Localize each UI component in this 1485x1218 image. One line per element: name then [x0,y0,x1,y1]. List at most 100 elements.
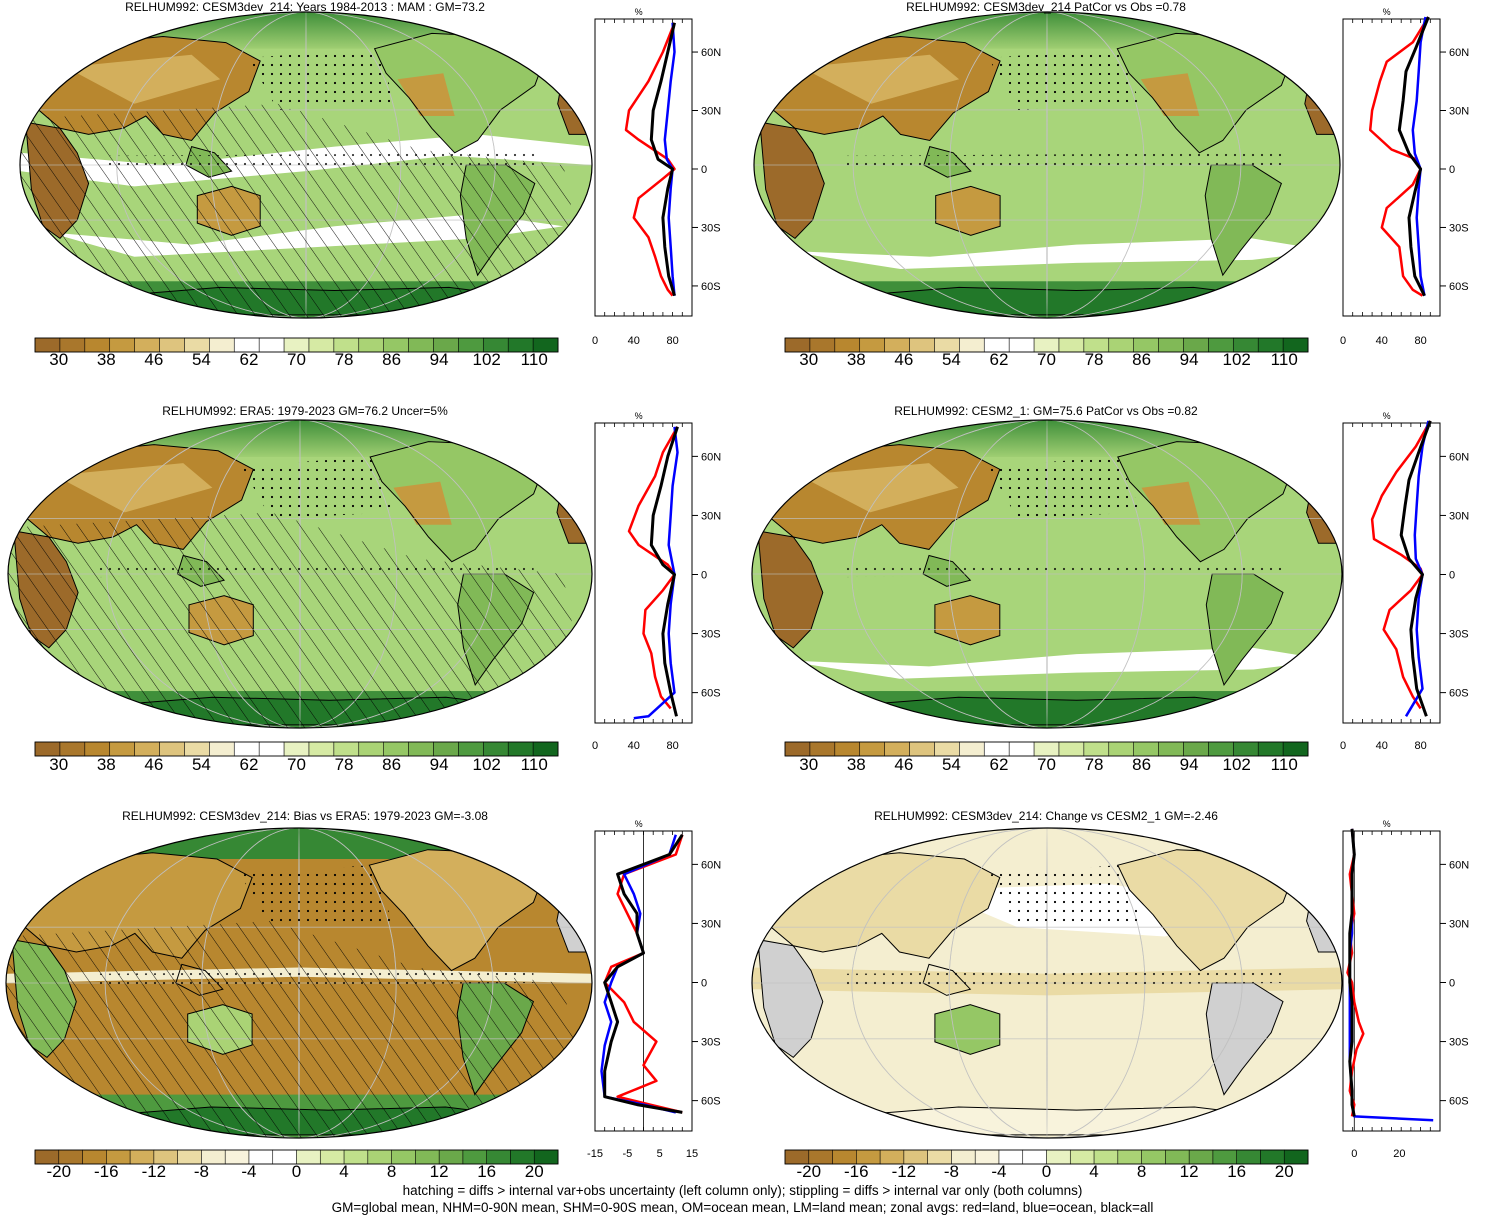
zonal-lat-label: 60S [1449,281,1469,293]
zonal-lat-label: 0 [1449,570,1455,582]
land-asia-inner [799,463,959,513]
colorbar-swatch [959,337,985,353]
zonal-x-label: 0 [592,740,598,752]
colorbar-swatch [1083,741,1110,757]
colorbar-label: 78 [1085,755,1104,774]
map-panel-5 [5,827,593,1139]
zonal-x-label: 80 [1414,335,1426,347]
map-field [754,12,1340,318]
panel-title-3: RELHUM992: ERA5: 1979-2023 GM=76.2 Uncer… [162,404,448,418]
zonal-line-blue [600,834,677,1114]
zonal-unit-label: % [635,7,643,17]
zonal-frame [594,422,693,724]
colorbar-label: 70 [1037,350,1056,369]
coastline-austr [934,1004,1001,1055]
colorbar-label: 38 [847,755,866,774]
colorbar-swatch [1158,741,1184,757]
zonal-lat-label: 60N [1449,859,1469,871]
zonal-line-black [1399,420,1432,717]
stipple-overlay [988,457,1142,519]
colorbar-swatch [983,741,1010,757]
colorbar-label: 70 [287,755,306,774]
land-africa [757,939,823,1058]
zonal-lat-label: 30N [1449,106,1469,118]
zonal-line-blue [1404,420,1430,717]
land-na-dry [1141,481,1201,525]
zonal-lat-label: 60N [1449,47,1469,59]
colorbar-label: 54 [942,350,961,369]
colorbar-label: 70 [1037,755,1056,774]
colorbar-label: 94 [430,350,449,369]
zonal-lat-label: 30S [701,222,721,234]
colorbar-swatch [408,741,434,757]
zonal-unit-label: % [635,819,643,829]
zonal-unit-label: % [635,411,643,421]
colorbar-swatch [134,741,161,757]
zonal-lat-label: 30S [701,1037,721,1049]
colorbar-label: 46 [144,755,163,774]
colorbar-swatch [809,741,836,757]
colorbar-label: 94 [1180,350,1199,369]
zonal-panel-2: % 60N 30N 0 30S 60S 0 40 80 [1340,7,1469,347]
zonal-line-black [1397,16,1430,297]
land-africa [759,122,825,239]
map-field [6,828,592,1138]
zonal-x-label: 20 [1393,1148,1405,1160]
zonal-x-label: 80 [666,740,678,752]
colorbar-5: -20 -16 -12 -8 -4 0 4 8 12 16 20 [34,1149,559,1181]
colorbar-label: -8 [944,1162,959,1181]
zonal-panel-1: % 60N 30N 0 30S 60S 0 40 80 [592,7,721,347]
stipple-overlay [841,152,1282,169]
colorbar-swatch [532,741,559,757]
colorbar-label: 102 [1222,755,1250,774]
colorbar-swatch [258,337,285,353]
land-africa [757,530,823,648]
colorbar-swatch [233,741,260,757]
colorbar-label: -20 [796,1162,821,1181]
stipple-overlay [988,48,1141,110]
colorbar-label: 110 [521,350,548,369]
colorbar-frame [784,337,1309,353]
colorbar-label: 4 [1089,1162,1098,1181]
colorbar-label: 110 [1271,755,1298,774]
zonal-lat-label: 60S [1449,1096,1469,1108]
colorbar-swatch [1257,741,1284,757]
colorbar-swatch [258,741,285,757]
land-asia-inner [54,463,213,513]
map-panel-6 [751,827,1343,1139]
panel-title-1: RELHUM992: CESM3dev_214: Years 1984-2013… [125,0,485,14]
panel-title-6: RELHUM992: CESM3dev_214: Change vs CESM2… [874,809,1218,823]
colorbar-6: -20 -16 -12 -8 -4 0 4 8 12 16 20 [784,1149,1309,1181]
land-north-america [1117,441,1295,562]
colorbar-label: 30 [799,755,818,774]
colorbar-swatch [209,741,235,757]
colorbar-frame [34,741,559,757]
colorbar-label: 62 [989,350,1008,369]
colorbar-swatch [333,741,360,757]
low-humidity-band [783,238,1329,269]
colorbar-swatch [283,741,310,757]
colorbar-swatch [859,741,886,757]
land-asia-inner [65,54,221,104]
colorbar-label: -4 [241,1162,256,1181]
footnote-line-1: hatching = diffs > internal var+obs unce… [402,1183,1083,1198]
zonal-frame [1342,18,1441,317]
zonal-lat-label: 0 [701,164,707,176]
colorbar-swatch [884,741,911,757]
land-australia [934,595,1000,645]
colorbar-swatch [383,741,410,757]
map-field [752,420,1342,728]
colorbar-swatch [507,741,534,757]
colorbar-swatch [784,741,811,757]
land-australia [934,1004,1000,1055]
zonal-lat-label: 30N [1449,918,1469,930]
colorbar-swatch [209,337,235,353]
stipple-overlay [241,457,394,519]
panel-title-4: RELHUM992: CESM2_1: GM=75.6 PatCor vs Ob… [894,404,1198,418]
colorbar-swatch [482,741,509,757]
colorbar-label: 8 [1137,1162,1146,1181]
arctic-band [6,828,592,859]
zonal-lat-label: 60S [701,281,721,293]
zonal-lat-label: 30S [1449,629,1469,641]
zonal-x-label: -5 [622,1148,632,1160]
